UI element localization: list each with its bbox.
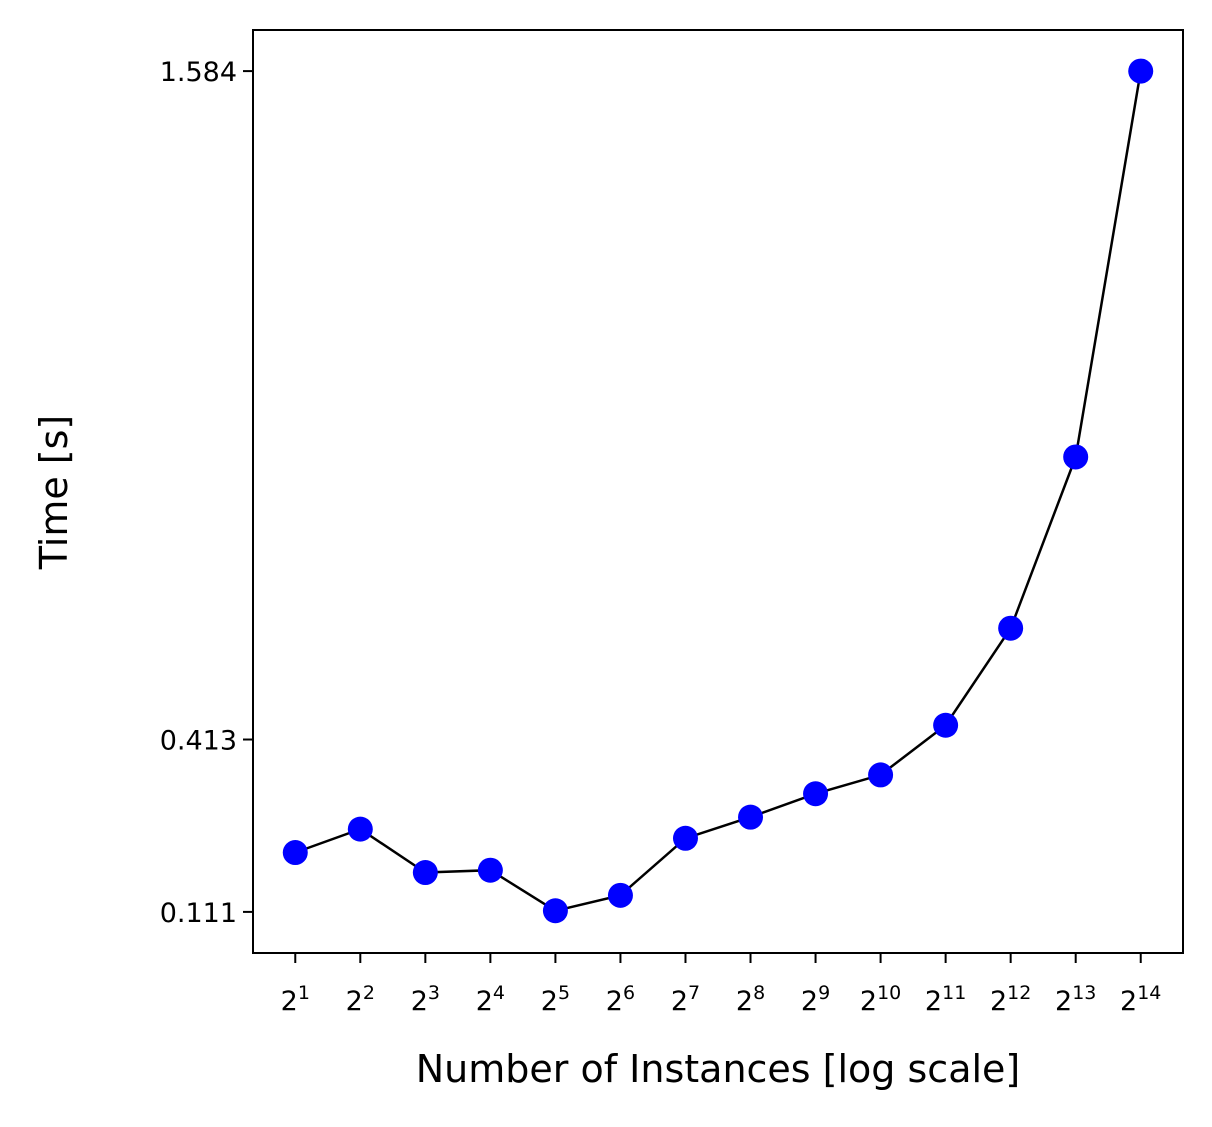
- data-point: [607, 882, 633, 908]
- x-axis: 21 22 23 24 25 26 27 28 29 210 211 212 213 214: [281, 953, 1161, 1017]
- data-point: [1063, 444, 1089, 470]
- y-tick-label: 1.584: [160, 57, 237, 88]
- x-tick-label: 28: [736, 982, 765, 1017]
- data-point: [868, 762, 894, 788]
- data-point: [803, 781, 829, 807]
- data-point: [477, 857, 503, 883]
- x-tick-label: 211: [925, 982, 966, 1017]
- y-axis-label: Time [s]: [32, 415, 76, 571]
- x-tick-label: 210: [860, 982, 901, 1017]
- x-tick-label: 212: [990, 982, 1031, 1017]
- data-point: [738, 804, 764, 830]
- data-point: [933, 712, 959, 738]
- x-axis-label: Number of Instances [log scale]: [416, 1047, 1021, 1091]
- data-point: [1128, 58, 1154, 84]
- data-series: [282, 58, 1154, 924]
- x-tick-label: 25: [541, 982, 570, 1017]
- x-tick-label: 214: [1120, 982, 1161, 1017]
- data-point: [347, 816, 373, 842]
- x-tick-label: 23: [411, 982, 440, 1017]
- x-tick-label: 21: [281, 982, 310, 1017]
- plot-frame: [252, 29, 1184, 954]
- x-tick-label: 29: [801, 982, 830, 1017]
- y-tick-label: 0.413: [160, 726, 237, 757]
- series-line: [294, 70, 1142, 913]
- y-axis: 0.111 0.413 1.584: [160, 57, 253, 929]
- data-point: [282, 840, 308, 866]
- data-point: [542, 898, 568, 924]
- x-tick-label: 26: [606, 982, 635, 1017]
- x-tick-label: 27: [671, 982, 700, 1017]
- x-tick-label: 24: [476, 982, 505, 1017]
- x-tick-label: 22: [346, 982, 375, 1017]
- data-point: [412, 860, 438, 886]
- data-point: [672, 825, 698, 851]
- y-tick-label: 0.111: [160, 898, 237, 929]
- data-point: [998, 615, 1024, 641]
- x-tick-label: 213: [1055, 982, 1096, 1017]
